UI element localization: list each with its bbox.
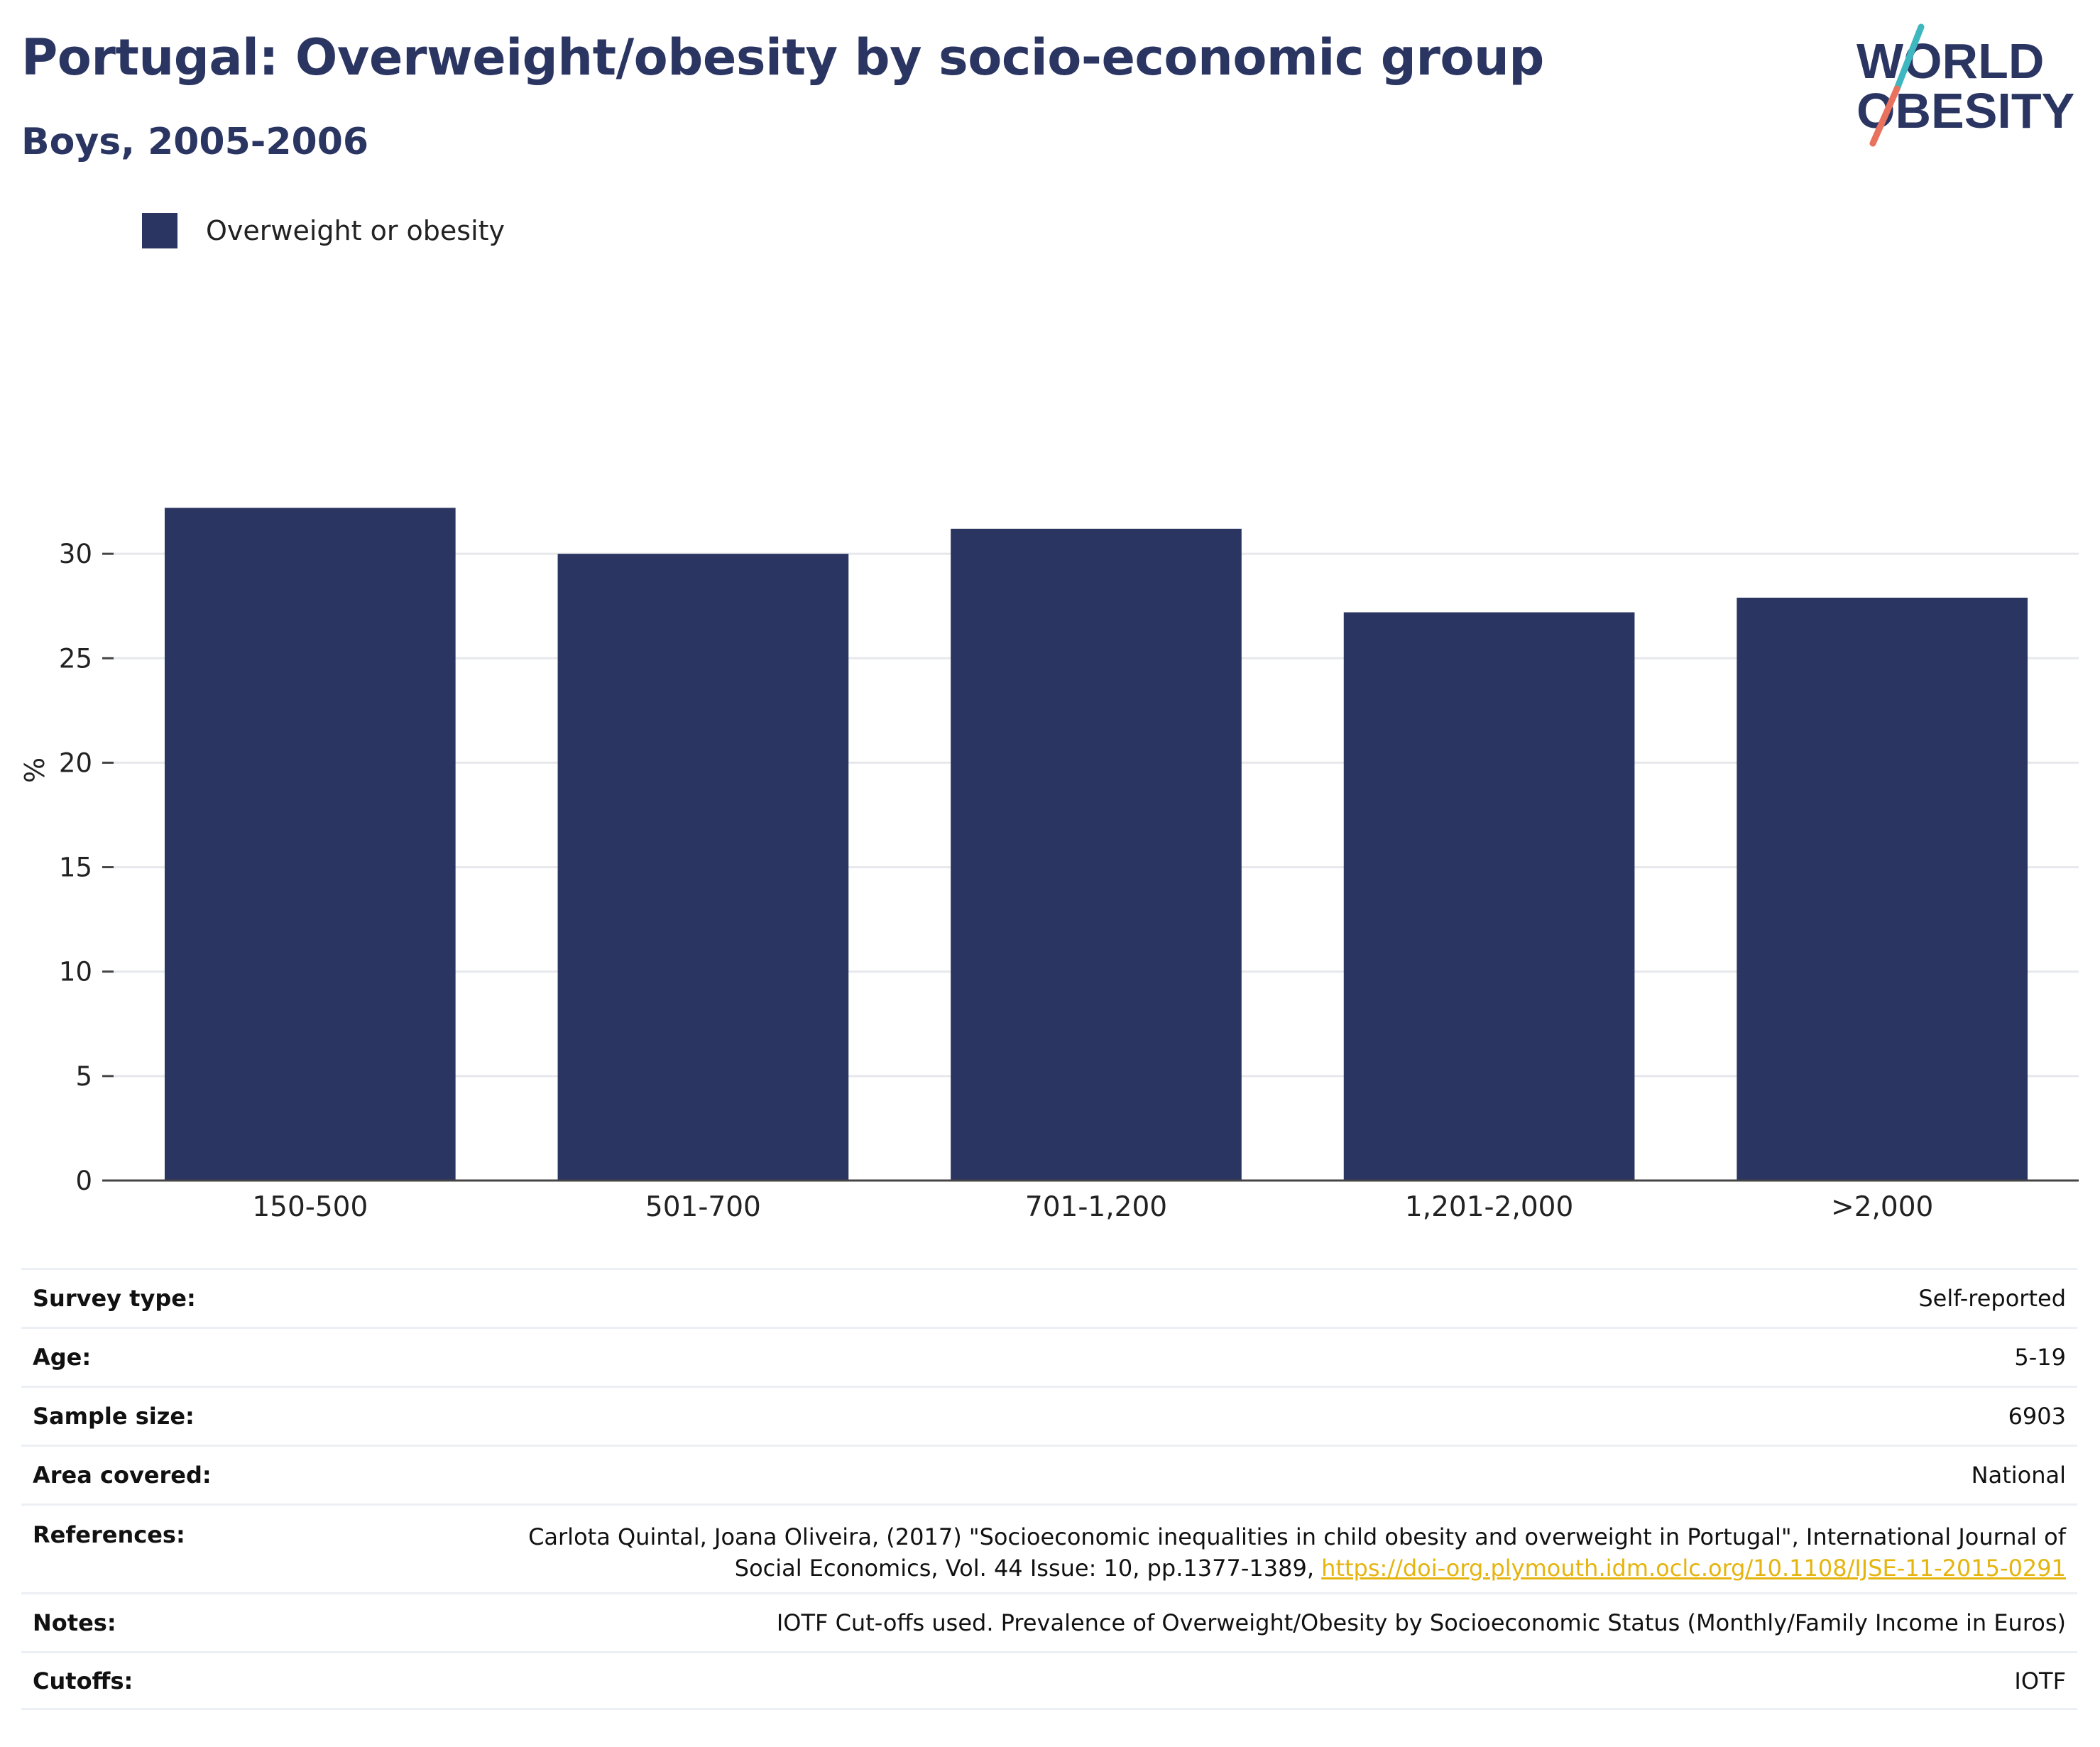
legend-label: Overweight or obesity xyxy=(206,215,505,246)
info-row-cutoffs: Cutoffs: IOTF xyxy=(21,1651,2077,1710)
sample-size-label: Sample size: xyxy=(33,1403,195,1430)
notes-label: Notes: xyxy=(33,1609,116,1636)
x-tick-label: 501-700 xyxy=(645,1191,761,1223)
cutoffs-label: Cutoffs: xyxy=(33,1667,133,1694)
info-row-age: Age: 5-19 xyxy=(21,1327,2077,1386)
logo-slash-top xyxy=(1893,23,1925,92)
age-value: 5-19 xyxy=(2014,1344,2066,1371)
survey-type-value: Self-reported xyxy=(1918,1285,2066,1312)
y-tick-label: 5 xyxy=(75,1061,92,1092)
references-value: Carlota Quintal, Joana Oliveira, (2017) … xyxy=(528,1521,2066,1584)
x-tick-label: 150-500 xyxy=(252,1191,368,1223)
area-label: Area covered: xyxy=(33,1462,212,1489)
info-row-notes: Notes: IOTF Cut-offs used. Prevalence of… xyxy=(21,1592,2077,1651)
references-label: References: xyxy=(33,1521,185,1548)
references-text-line2: Social Economics, Vol. 44 Issue: 10, pp.… xyxy=(734,1555,1314,1582)
x-tick-label: >2,000 xyxy=(1831,1191,1933,1223)
survey-type-label: Survey type: xyxy=(33,1285,196,1312)
y-tick-label: 0 xyxy=(75,1166,92,1196)
bars xyxy=(164,508,2028,1181)
area-value: National xyxy=(1971,1462,2066,1489)
y-tick-label: 30 xyxy=(59,539,92,569)
sample-size-value: 6903 xyxy=(2008,1403,2066,1430)
bar-1[interactable] xyxy=(164,508,456,1181)
y-tick-label: 15 xyxy=(59,853,92,883)
bar-3[interactable] xyxy=(951,528,1242,1181)
world-obesity-logo: WORLD OBESITY xyxy=(1856,23,2074,147)
y-tick-label: 10 xyxy=(59,957,92,987)
bar-5[interactable] xyxy=(1737,597,2028,1181)
chart-title: Portugal: Overweight/obesity by socio-ec… xyxy=(21,28,1544,87)
references-text-line1: Carlota Quintal, Joana Oliveira, (2017) … xyxy=(528,1523,2066,1550)
y-tick-labels: 0 5 10 15 20 25 30 xyxy=(59,539,114,1196)
x-tick-label: 1,201-2,000 xyxy=(1405,1191,1573,1223)
chart-legend[interactable]: Overweight or obesity xyxy=(142,209,505,252)
references-link[interactable]: https://doi-org.plymouth.idm.oclc.org/10… xyxy=(1321,1555,2066,1582)
age-label: Age: xyxy=(33,1344,92,1371)
cutoffs-value: IOTF xyxy=(2014,1667,2066,1694)
logo-slash-bottom xyxy=(1869,85,1901,147)
bar-2[interactable] xyxy=(557,554,849,1181)
chart-subtitle: Boys, 2005-2006 xyxy=(21,121,369,163)
x-tick-label: 701-1,200 xyxy=(1025,1191,1167,1223)
x-tick-labels: 150-500 501-700 701-1,200 1,201-2,000 >2,000 xyxy=(252,1191,1933,1223)
y-axis-label: % xyxy=(19,757,50,783)
y-tick-label: 25 xyxy=(59,643,92,674)
survey-info-table: Survey type: Self-reported Age: 5-19 Sam… xyxy=(21,1268,2077,1710)
y-tick-label: 20 xyxy=(59,747,92,778)
notes-value: IOTF Cut-offs used. Prevalence of Overwe… xyxy=(776,1609,2066,1636)
info-row-sample-size: Sample size: 6903 xyxy=(21,1386,2077,1445)
legend-swatch xyxy=(142,213,177,248)
logo-line1: WORLD xyxy=(1856,33,2044,89)
bar-chart: 0 5 10 15 20 25 30 150-500 501-700 701-1,200 1,20… xyxy=(19,508,2079,1223)
info-row-survey-type: Survey type: Self-reported xyxy=(21,1268,2077,1327)
info-row-area: Area covered: National xyxy=(21,1445,2077,1504)
info-row-references: References: Carlota Quintal, Joana Olive… xyxy=(21,1504,2077,1592)
bar-4[interactable] xyxy=(1343,612,1635,1181)
